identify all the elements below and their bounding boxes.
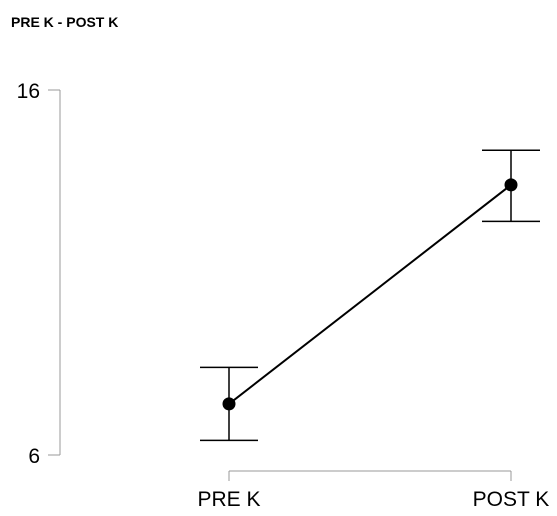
axes bbox=[48, 89, 512, 481]
data-points bbox=[222, 178, 518, 411]
data-point bbox=[504, 178, 518, 192]
chart-title: PRE K - POST K bbox=[11, 14, 119, 30]
series-line bbox=[228, 184, 512, 405]
x-tick-label: POST K bbox=[473, 488, 550, 511]
data-point bbox=[222, 397, 236, 411]
y-tick-label: 6 bbox=[28, 445, 40, 468]
y-tick-label: 16 bbox=[17, 80, 40, 103]
series-lines bbox=[228, 184, 512, 405]
x-tick-label: PRE K bbox=[197, 488, 260, 511]
tick-labels: 6 16 PRE K POST K bbox=[17, 80, 550, 511]
